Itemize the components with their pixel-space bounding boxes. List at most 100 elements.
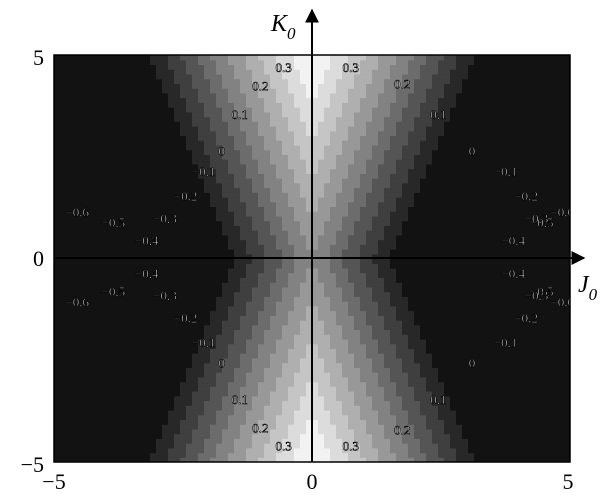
contour-cell	[96, 324, 103, 331]
contour-cell	[114, 443, 121, 449]
contour-cell	[162, 59, 169, 66]
contour-cell	[360, 414, 367, 421]
contour-cell	[198, 135, 205, 141]
contour-cell	[216, 55, 223, 61]
contour-cell	[96, 102, 103, 108]
contour-cell	[216, 59, 223, 66]
contour-cell	[312, 443, 319, 449]
contour-cell	[348, 154, 355, 160]
contour-cell	[210, 419, 217, 425]
contour-cell	[330, 348, 337, 354]
contour-cell	[120, 206, 127, 212]
contour-cell	[174, 239, 181, 245]
contour-cell	[330, 296, 337, 302]
contour-cell	[78, 310, 85, 316]
contour-cell	[234, 447, 241, 454]
contour-cell	[294, 125, 301, 132]
contour-cell	[348, 182, 355, 189]
contour-cell	[66, 154, 73, 160]
contour-cell	[312, 178, 319, 184]
contour-cell	[282, 291, 289, 297]
contour-cell	[276, 424, 283, 430]
contour-cell	[222, 433, 229, 439]
contour-cell	[168, 111, 175, 118]
contour-cell	[306, 452, 313, 458]
contour-cell	[276, 159, 283, 165]
contour-cell	[366, 163, 373, 170]
contour-cell	[156, 215, 163, 222]
contour-cell	[72, 107, 79, 113]
contour-cell	[216, 249, 223, 255]
contour-cell	[90, 69, 97, 75]
contour-cell	[210, 263, 217, 269]
contour-cell	[108, 447, 115, 454]
contour-cell	[150, 234, 157, 241]
contour-cell	[216, 376, 223, 383]
contour-cell	[168, 338, 175, 345]
contour-cell	[60, 400, 67, 406]
contour-cell	[102, 438, 109, 444]
contour-cell	[348, 130, 355, 137]
contour-cell	[384, 55, 391, 61]
contour-cell	[108, 73, 115, 80]
contour-cell	[282, 163, 289, 170]
contour-cell	[336, 320, 343, 326]
contour-cell	[204, 154, 211, 160]
contour-cell	[66, 107, 73, 113]
contour-cell	[324, 196, 331, 203]
contour-cell	[204, 206, 211, 212]
contour-cell	[384, 272, 391, 279]
contour-cell	[216, 159, 223, 165]
contour-cell	[114, 409, 121, 416]
contour-cell	[192, 338, 199, 345]
contour-cell	[192, 381, 199, 387]
contour-cell	[342, 239, 349, 245]
contour-cell	[150, 135, 157, 141]
contour-cell	[138, 353, 145, 359]
contour-cell	[204, 343, 211, 350]
contour-cell	[324, 121, 331, 127]
contour-cell	[102, 324, 109, 331]
contour-cell	[216, 296, 223, 302]
contour-cell	[288, 301, 295, 307]
contour-cell	[360, 367, 367, 373]
contour-cell	[354, 192, 361, 198]
contour-cell	[138, 107, 145, 113]
contour-cell	[108, 277, 115, 283]
contour-cell	[246, 362, 253, 368]
contour-cell	[276, 182, 283, 189]
contour-cell	[342, 178, 349, 184]
contour-cell	[108, 88, 115, 94]
contour-cell	[390, 362, 397, 368]
contour-cell	[66, 69, 73, 75]
contour-cell	[138, 97, 145, 103]
contour-cell	[324, 267, 331, 274]
contour-cell	[132, 315, 139, 321]
contour-cell	[252, 192, 259, 198]
contour-cell	[210, 55, 217, 61]
contour-cell	[306, 249, 313, 255]
contour-cell	[84, 301, 91, 307]
contour-cell	[108, 353, 115, 359]
contour-cell	[144, 230, 151, 236]
contour-cell	[354, 92, 361, 99]
contour-cell	[90, 433, 97, 439]
contour-cell	[150, 249, 157, 255]
contour-cell	[240, 310, 247, 316]
contour-cell	[96, 258, 103, 264]
contour-cell	[300, 338, 307, 345]
contour-cell	[378, 244, 385, 250]
contour-cell	[318, 192, 325, 198]
contour-cell	[306, 324, 313, 331]
contour-cell	[96, 267, 103, 274]
contour-cell	[336, 55, 343, 61]
contour-cell	[156, 424, 163, 430]
contour-cell	[360, 220, 367, 226]
contour-cell	[270, 196, 277, 203]
contour-cell	[84, 78, 91, 84]
contour-cell	[84, 258, 91, 264]
contour-cell	[246, 116, 253, 122]
contour-cell	[108, 59, 115, 66]
contour-cell	[222, 159, 229, 165]
